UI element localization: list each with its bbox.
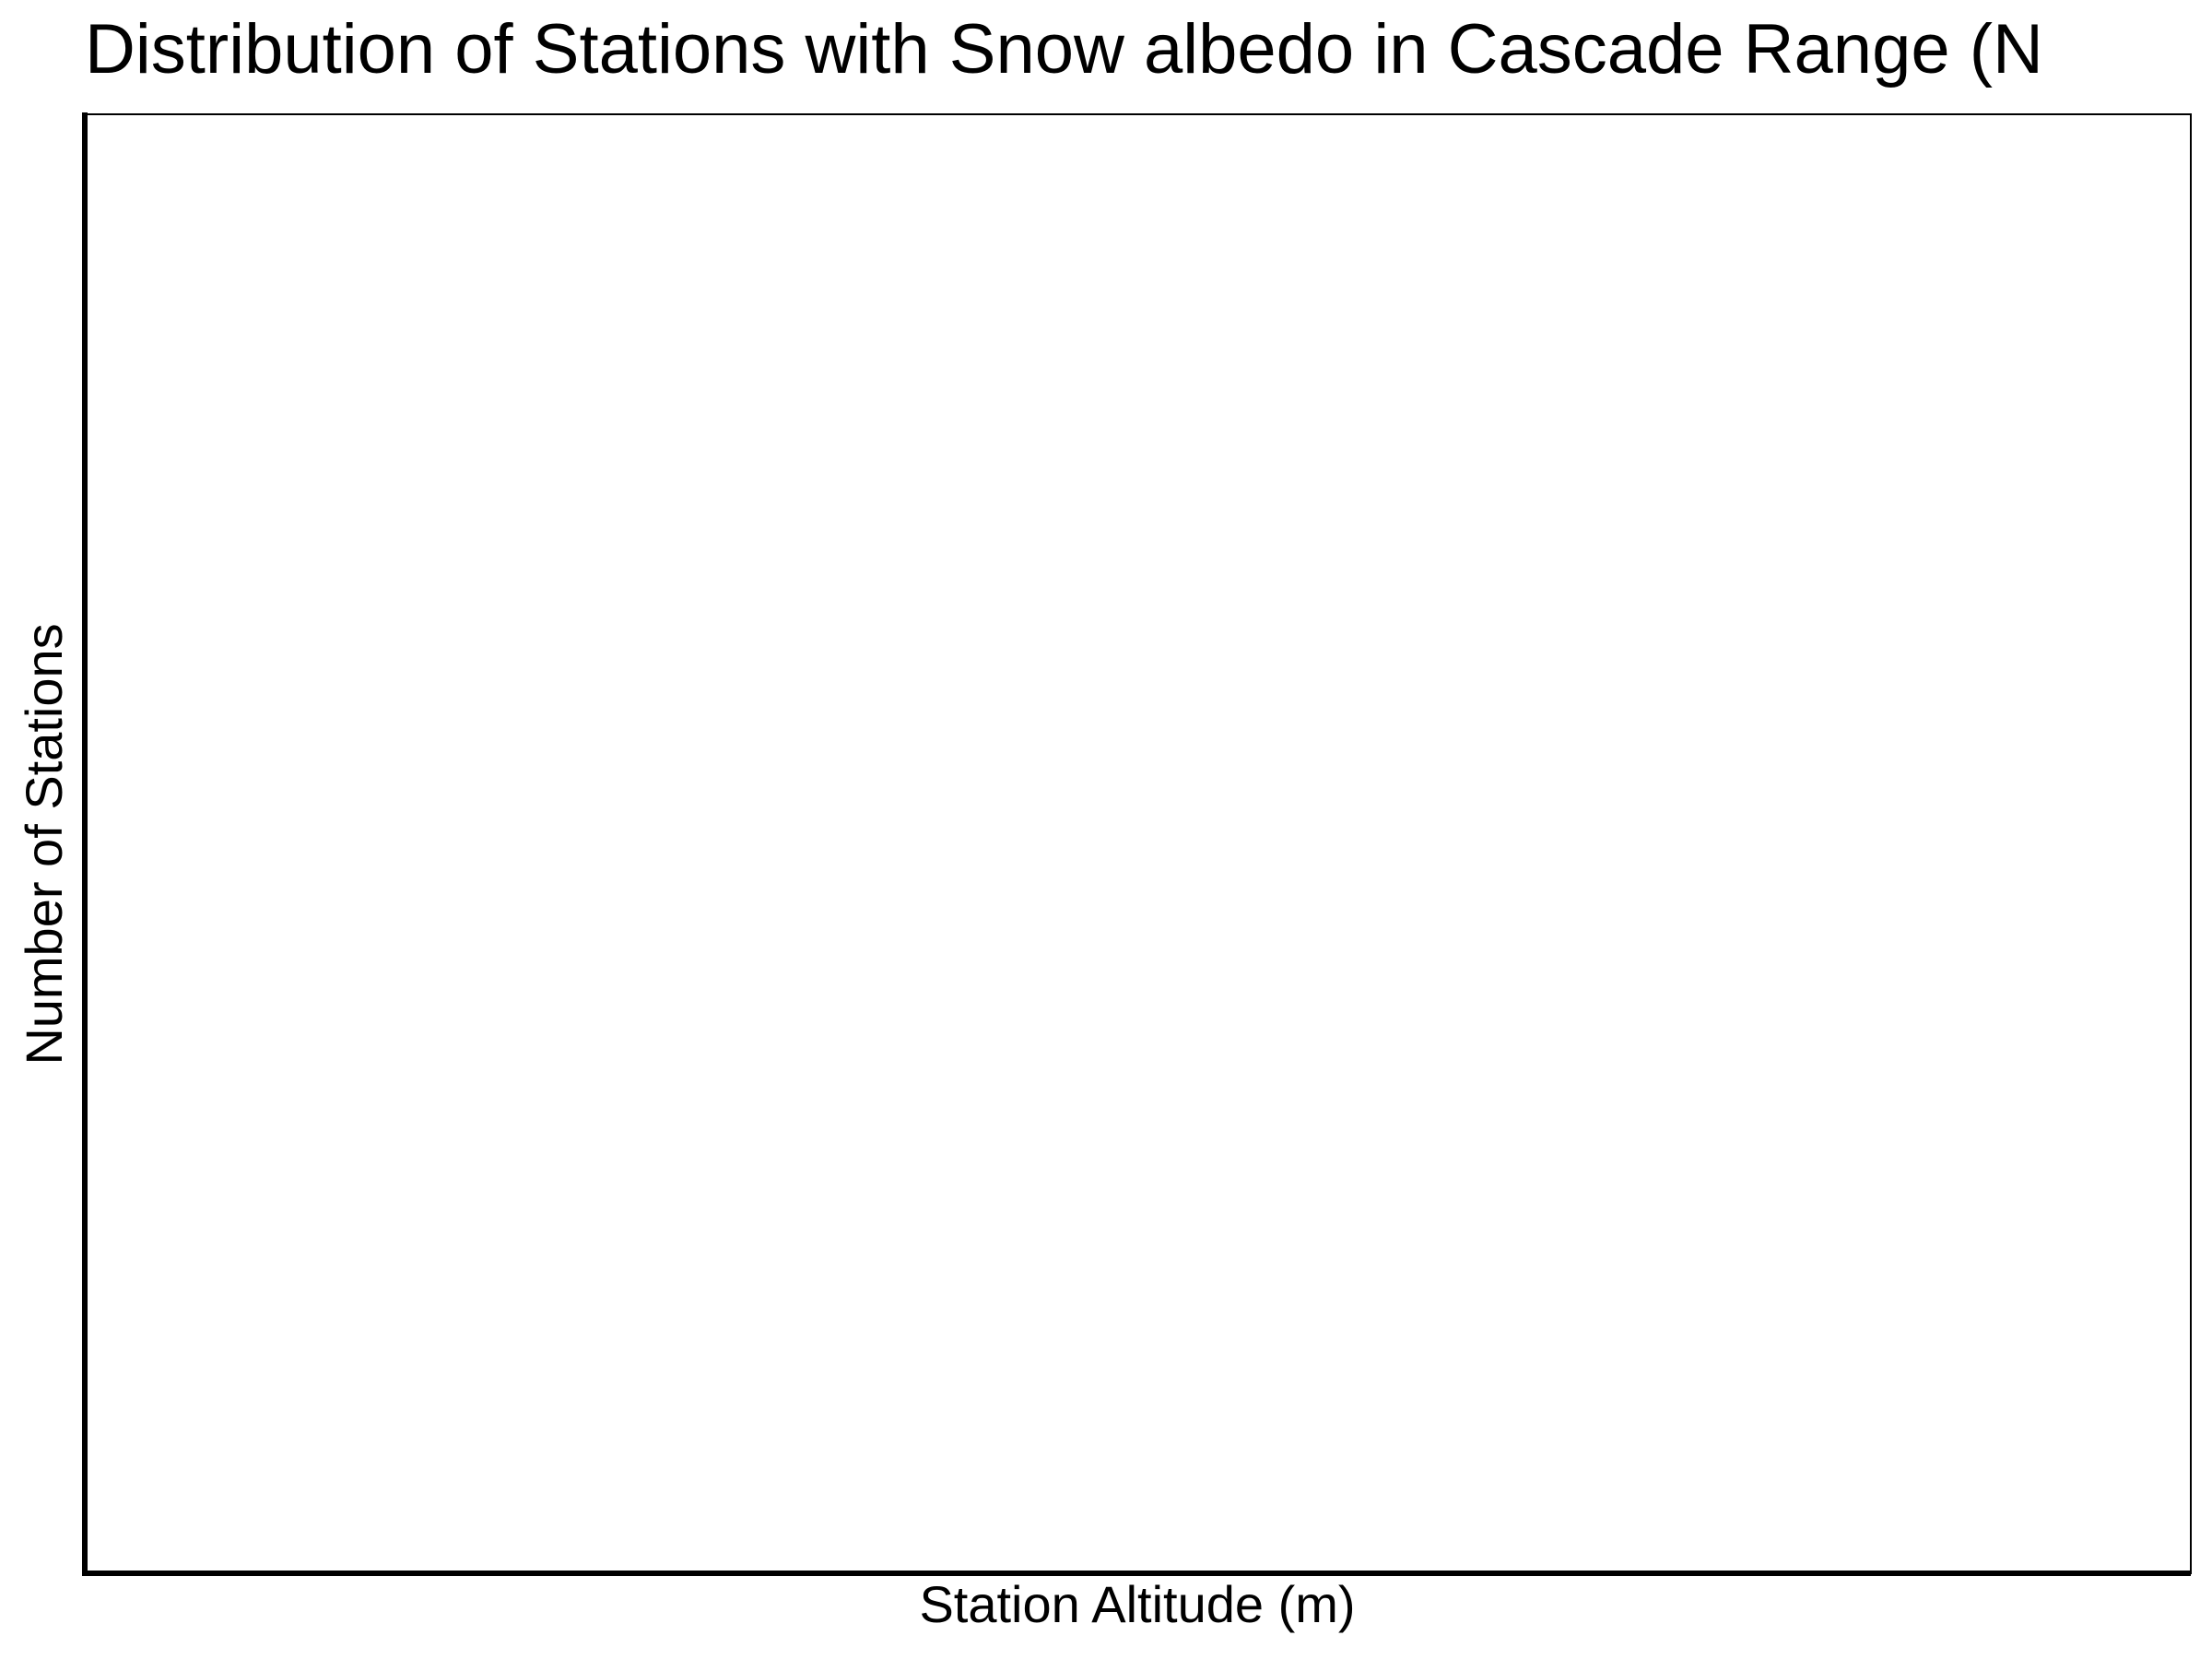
y-axis-label: Number of Stations xyxy=(15,623,73,1065)
x-axis-label: Station Altitude (m) xyxy=(919,1575,1355,1633)
plot-area-frame xyxy=(84,113,2192,1574)
chart-title: Distribution of Stations with Snow albed… xyxy=(85,10,2043,88)
